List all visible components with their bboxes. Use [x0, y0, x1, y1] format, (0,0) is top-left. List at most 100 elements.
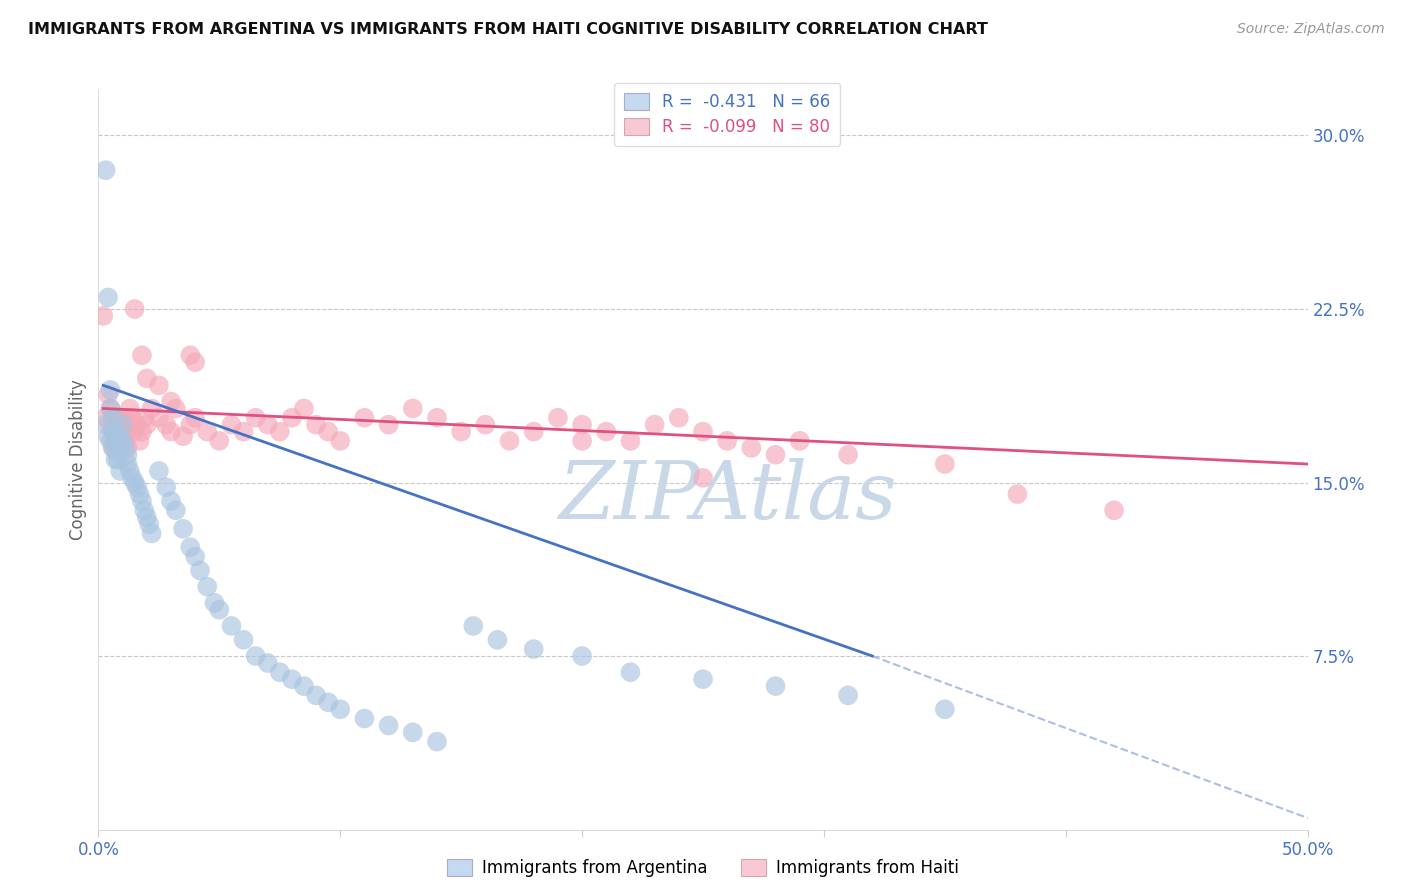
- Point: [316, 695, 339, 709]
- Point: [450, 425, 472, 439]
- Point: [131, 425, 153, 439]
- Point: [208, 434, 231, 448]
- Point: [281, 672, 304, 686]
- Point: [765, 679, 787, 693]
- Point: [100, 383, 122, 397]
- Point: [172, 522, 194, 536]
- Point: [128, 487, 150, 501]
- Point: [124, 425, 146, 439]
- Point: [160, 425, 183, 439]
- Point: [111, 425, 134, 439]
- Point: [426, 410, 449, 425]
- Point: [100, 434, 122, 448]
- Point: [127, 417, 149, 432]
- Point: [245, 648, 267, 663]
- Legend: R =  -0.431   N = 66, R =  -0.099   N = 80: R = -0.431 N = 66, R = -0.099 N = 80: [614, 83, 841, 145]
- Point: [523, 642, 546, 657]
- Point: [160, 494, 183, 508]
- Point: [571, 648, 593, 663]
- Point: [100, 417, 122, 432]
- Point: [108, 464, 131, 478]
- Point: [305, 417, 328, 432]
- Point: [111, 417, 134, 432]
- Point: [195, 425, 218, 439]
- Point: [281, 410, 304, 425]
- Point: [121, 471, 143, 485]
- Point: [377, 718, 399, 732]
- Point: [195, 580, 218, 594]
- Point: [117, 417, 139, 432]
- Point: [232, 632, 254, 647]
- Point: [179, 541, 201, 555]
- Point: [789, 434, 811, 448]
- Point: [765, 448, 787, 462]
- Point: [94, 417, 117, 432]
- Point: [165, 401, 187, 416]
- Text: Source: ZipAtlas.com: Source: ZipAtlas.com: [1237, 22, 1385, 37]
- Point: [124, 475, 146, 490]
- Point: [353, 712, 375, 726]
- Point: [498, 434, 520, 448]
- Point: [118, 401, 141, 416]
- Point: [692, 471, 714, 485]
- Text: ZIPAtlas: ZIPAtlas: [558, 458, 897, 535]
- Point: [111, 434, 134, 448]
- Point: [141, 401, 163, 416]
- Point: [108, 429, 131, 443]
- Point: [934, 457, 956, 471]
- Point: [107, 445, 129, 459]
- Point: [135, 417, 157, 432]
- Point: [111, 425, 134, 439]
- Point: [117, 457, 139, 471]
- Point: [269, 425, 291, 439]
- Point: [353, 410, 375, 425]
- Point: [305, 689, 328, 703]
- Point: [100, 401, 122, 416]
- Point: [668, 410, 690, 425]
- Point: [256, 417, 278, 432]
- Point: [329, 434, 352, 448]
- Point: [184, 410, 207, 425]
- Point: [165, 503, 187, 517]
- Y-axis label: Cognitive Disability: Cognitive Disability: [69, 379, 87, 540]
- Point: [1102, 503, 1125, 517]
- Point: [127, 480, 149, 494]
- Point: [155, 417, 177, 432]
- Point: [426, 734, 449, 748]
- Point: [486, 632, 509, 647]
- Point: [740, 441, 762, 455]
- Point: [292, 401, 315, 416]
- Point: [208, 603, 231, 617]
- Point: [91, 309, 114, 323]
- Point: [204, 596, 226, 610]
- Point: [138, 517, 160, 532]
- Point: [101, 410, 124, 425]
- Point: [101, 441, 124, 455]
- Point: [160, 394, 183, 409]
- Point: [128, 434, 150, 448]
- Point: [619, 434, 641, 448]
- Point: [100, 401, 122, 416]
- Point: [114, 441, 136, 455]
- Point: [934, 702, 956, 716]
- Point: [232, 425, 254, 439]
- Point: [104, 434, 127, 448]
- Point: [329, 702, 352, 716]
- Point: [269, 665, 291, 680]
- Point: [837, 448, 859, 462]
- Point: [104, 452, 127, 467]
- Point: [292, 679, 315, 693]
- Point: [179, 417, 201, 432]
- Point: [104, 441, 127, 455]
- Point: [463, 619, 485, 633]
- Point: [97, 290, 120, 304]
- Point: [571, 434, 593, 448]
- Point: [221, 417, 243, 432]
- Point: [547, 410, 569, 425]
- Point: [97, 387, 120, 401]
- Point: [245, 410, 267, 425]
- Point: [117, 448, 139, 462]
- Point: [148, 378, 170, 392]
- Point: [104, 410, 127, 425]
- Point: [221, 619, 243, 633]
